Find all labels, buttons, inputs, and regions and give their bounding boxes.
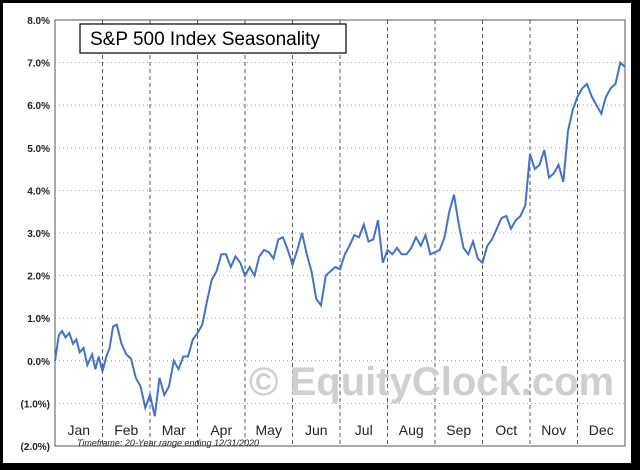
timeframe-note: Timeframe: 20-Year range ending 12/31/20… <box>77 438 259 448</box>
watermark: © EquityClock.com <box>249 360 614 404</box>
y-tick-label: 5.0% <box>27 144 50 155</box>
y-tick-label: 6.0% <box>27 101 50 112</box>
chart-title: S&P 500 Index Seasonality <box>90 29 320 50</box>
y-tick-label: 0.0% <box>27 357 50 368</box>
grid-lines <box>55 20 625 446</box>
series-line <box>54 60 626 417</box>
x-axis-ticks: Jan Feb Mar Apr May Jun Jul Aug Sep Oct Nov Dec <box>67 422 613 438</box>
y-axis-ticks: 8.0% 7.0% 6.0% 5.0% 4.0% 3.0% 2.0% 1.0% 0.0% (1.0… <box>21 16 51 453</box>
y-tick-label: 2.0% <box>27 272 50 283</box>
month-label: Apr <box>210 422 232 438</box>
y-tick-label: (1.0%) <box>21 399 50 410</box>
month-label: Mar <box>162 422 186 438</box>
seasonality-chart: © EquityClock.com 8.0% 7.0% 6.0% 5.0% 4.0% 3.… <box>21 16 626 453</box>
month-label: Jun <box>305 422 328 438</box>
month-label: Sep <box>446 422 471 438</box>
y-tick-label: 1.0% <box>27 314 50 325</box>
month-label: Oct <box>495 422 517 438</box>
month-label: Feb <box>114 422 138 438</box>
y-tick-label: 7.0% <box>27 59 50 70</box>
month-label: Jan <box>67 422 90 438</box>
y-tick-label: 3.0% <box>27 229 50 240</box>
month-label: Jul <box>355 422 373 438</box>
title-box <box>79 23 347 54</box>
y-tick-label: 4.0% <box>27 186 50 197</box>
y-tick-label: 8.0% <box>27 16 50 27</box>
chart-panel: © EquityClock.com 8.0% 7.0% 6.0% 5.0% 4.0% 3.… <box>3 3 631 463</box>
month-label: May <box>256 422 282 438</box>
month-label: Aug <box>399 422 424 438</box>
y-tick-label: (2.0%) <box>21 442 50 453</box>
month-label: Nov <box>541 422 566 438</box>
month-label: Dec <box>589 422 614 438</box>
